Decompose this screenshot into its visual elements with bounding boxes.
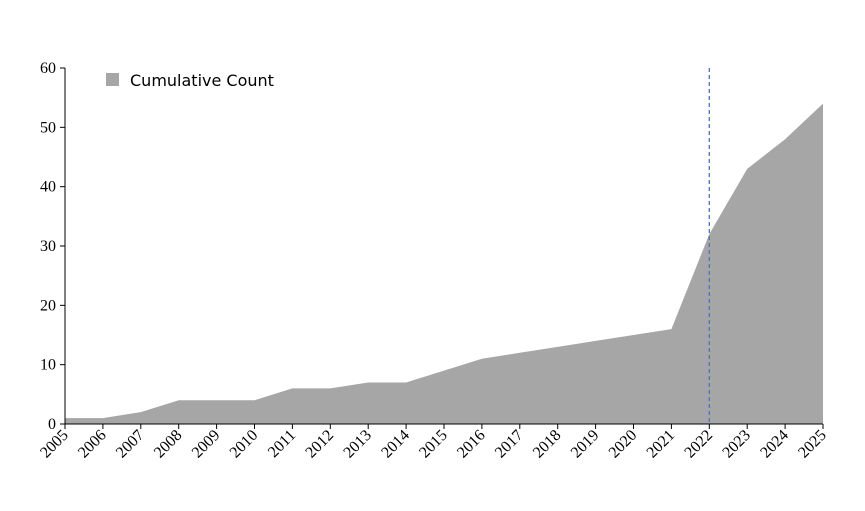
- x-tick-label: 2015: [416, 427, 451, 462]
- y-tick-label: 40: [40, 179, 56, 196]
- x-tick-label: 2024: [757, 427, 792, 462]
- legend-label: Cumulative Count: [130, 71, 274, 90]
- x-tick-label: 2005: [37, 427, 72, 462]
- legend-swatch: [106, 73, 119, 86]
- x-tick-label: 2016: [454, 427, 489, 462]
- y-tick-label: 0: [48, 416, 56, 433]
- x-tick-label: 2013: [340, 427, 375, 462]
- y-tick-label: 20: [40, 297, 56, 314]
- x-tick-label: 2011: [265, 427, 299, 461]
- x-tick-label: 2008: [151, 427, 186, 462]
- x-tick-label: 2018: [530, 427, 565, 462]
- area: [65, 103, 823, 424]
- x-tick-label: 2022: [681, 427, 716, 462]
- x-tick-label: 2007: [113, 427, 148, 462]
- x-tick-label: 2020: [606, 427, 641, 462]
- x-tick-label: 2009: [189, 427, 224, 462]
- x-tick-label: 2010: [227, 427, 262, 462]
- y-tick-label: 30: [40, 238, 56, 255]
- x-tick-label: 2019: [568, 427, 603, 462]
- y-tick-label: 60: [40, 60, 56, 77]
- x-tick-label: 2012: [302, 427, 337, 462]
- x-tick-label: 2023: [719, 427, 754, 462]
- x-tick-label: 2025: [795, 427, 830, 462]
- y-tick-label: 50: [40, 119, 56, 136]
- y-tick-label: 10: [40, 357, 56, 374]
- x-tick-label: 2021: [644, 427, 679, 462]
- x-tick-label: 2006: [75, 427, 110, 462]
- x-tick-label: 2017: [492, 427, 527, 462]
- x-tick-label: 2014: [378, 427, 413, 462]
